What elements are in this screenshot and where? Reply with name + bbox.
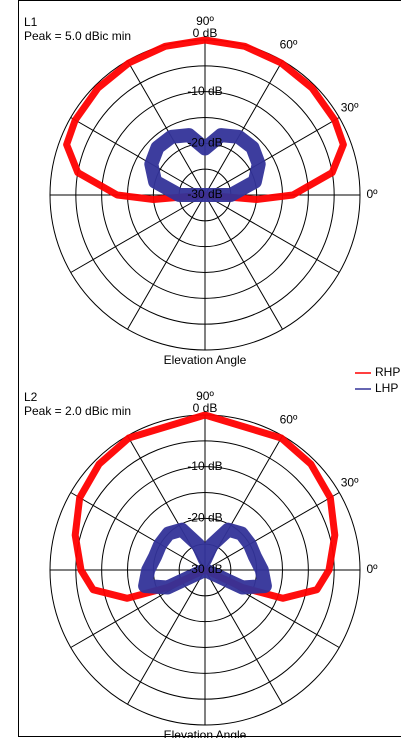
theta-tick-label: 60º [280,37,298,51]
chart-title: L1 [24,15,38,29]
grid-spoke [70,117,206,196]
r-tick-label: -20 dB [187,136,222,150]
grid-spoke [70,194,206,273]
legend-label: RHP [375,365,400,379]
chart-subtitle: Peak = 2.0 dBic min [24,404,131,418]
theta-tick-label: 30º [341,101,359,115]
legend-label: LHP [375,381,398,395]
grid-spoke [70,492,206,571]
grid-spoke [204,569,283,705]
pattern-band [63,36,347,203]
grid-spoke [204,194,340,273]
r-tick-label: -10 dB [187,84,222,98]
r-tick-label: -10 dB [187,459,222,473]
x-axis-label: Elevation Angle [164,353,247,367]
grid-spoke [127,569,206,705]
r-tick-label: 0 dB [193,26,218,40]
theta-tick-label: 90º [196,389,214,403]
chart-subtitle: Peak = 5.0 dBic min [24,29,131,43]
r-tick-label: -30 dB [187,187,222,201]
grid-spoke [204,117,340,196]
grid-spoke [204,60,283,196]
r-tick-label: 0 dB [193,401,218,415]
theta-tick-label: 30º [341,476,359,490]
theta-tick-label: 0º [366,187,378,201]
theta-tick-label: 90º [196,14,214,28]
x-axis-label: Elevation Angle [164,728,247,738]
grid-spoke [204,194,283,330]
pattern-band [138,522,272,595]
theta-tick-label: 0º [366,562,378,576]
pattern-band [71,411,339,602]
grid-spoke [127,60,206,196]
theta-tick-label: 60º [280,412,298,426]
grid-spoke [204,492,340,571]
chart-title: L2 [24,390,38,404]
grid-spoke [127,194,206,330]
pattern-band [144,128,266,202]
frame [18,0,401,737]
r-tick-label: -20 dB [187,511,222,525]
r-tick-label: -30 dB [187,562,222,576]
